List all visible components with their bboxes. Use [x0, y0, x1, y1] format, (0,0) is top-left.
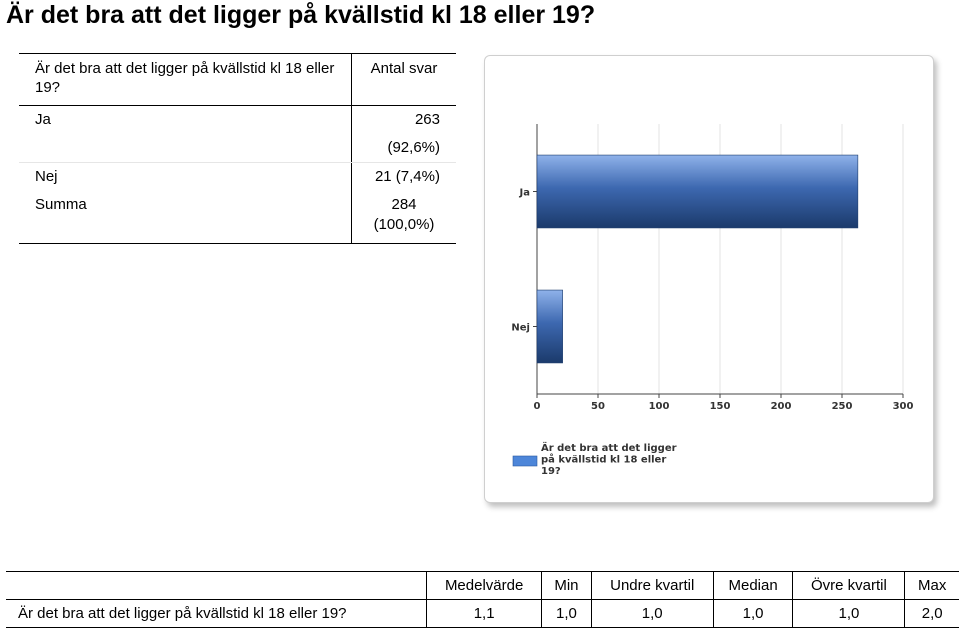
stats-header: Övre kvartil	[792, 571, 905, 600]
stats-header: Min	[541, 571, 592, 600]
page-title: Är det bra att det ligger på kvällstid k…	[6, 1, 596, 29]
stats-header: Undre kvartil	[590, 571, 714, 600]
stats-header: Medelvärde	[426, 571, 542, 600]
table-row: Nej 21 (7,4%)	[19, 162, 456, 191]
chart-labels: 0 50 100 150 200 250 300 Ja Nej	[511, 188, 913, 413]
x-tick-label: 250	[832, 401, 853, 412]
stats-row-label: Är det bra att det ligger på kvällstid k…	[6, 599, 427, 628]
x-tick-label: 0	[534, 401, 541, 412]
answer-label: Nej	[35, 168, 58, 185]
chart-bars	[536, 154, 859, 364]
bar-ja	[536, 154, 859, 229]
stats-header: Median	[712, 571, 793, 600]
y-tick-label: Nej	[511, 323, 530, 334]
stats-corner	[6, 571, 427, 600]
answer-count: 263 (92,6%)	[351, 105, 456, 163]
stats-value: 1,0	[712, 599, 793, 628]
total-count: 284	[391, 196, 417, 213]
answer-count: 21 (7,4%)	[351, 162, 456, 191]
y-tick-label: Ja	[519, 188, 530, 199]
table-row-total: Summa 284 (100,0%)	[19, 191, 456, 244]
bar-chart-panel: 0 50 100 150 200 250 300 Ja Nej Är det bra att d…	[484, 55, 934, 503]
total-label: Summa	[19, 191, 352, 244]
x-tick-label: 100	[649, 401, 670, 412]
summary-question-header: Är det bra att det ligger på kvällstid k…	[19, 53, 352, 106]
total-percent: (100,0%)	[373, 216, 435, 233]
stats-value: 1,0	[792, 599, 905, 628]
summary-table: Är det bra att det ligger på kvällstid k…	[19, 53, 456, 244]
statistics-table: Medelvärde Min Undre kvartil Median Övre…	[6, 571, 959, 628]
stats-header: Max	[904, 571, 959, 600]
summary-count-header: Antal svar	[351, 53, 456, 106]
stats-value: 1,0	[590, 599, 714, 628]
x-tick-label: 200	[771, 401, 792, 412]
stats-value: 2,0	[904, 599, 959, 628]
x-tick-label: 150	[710, 401, 731, 412]
stats-value: 1,0	[541, 599, 592, 628]
bar-nej	[536, 289, 563, 364]
x-tick-label: 300	[893, 401, 914, 412]
total-value: 284 (100,0%)	[351, 191, 456, 244]
legend-swatch	[512, 455, 538, 467]
legend-label: på kvällstid kl 18 eller	[541, 453, 666, 466]
legend-label: Är det bra att det ligger	[541, 440, 677, 454]
table-row: Ja 263 (92,6%)	[19, 105, 456, 163]
bar-chart: 0 50 100 150 200 250 300 Ja Nej Är det bra att d…	[511, 124, 913, 477]
answer-label: Ja	[19, 105, 352, 163]
stats-value: 1,1	[426, 599, 542, 628]
legend-label: 19?	[541, 466, 561, 477]
x-tick-label: 50	[591, 401, 605, 412]
table-row: Är det bra att det ligger på kvällstid k…	[6, 599, 959, 628]
